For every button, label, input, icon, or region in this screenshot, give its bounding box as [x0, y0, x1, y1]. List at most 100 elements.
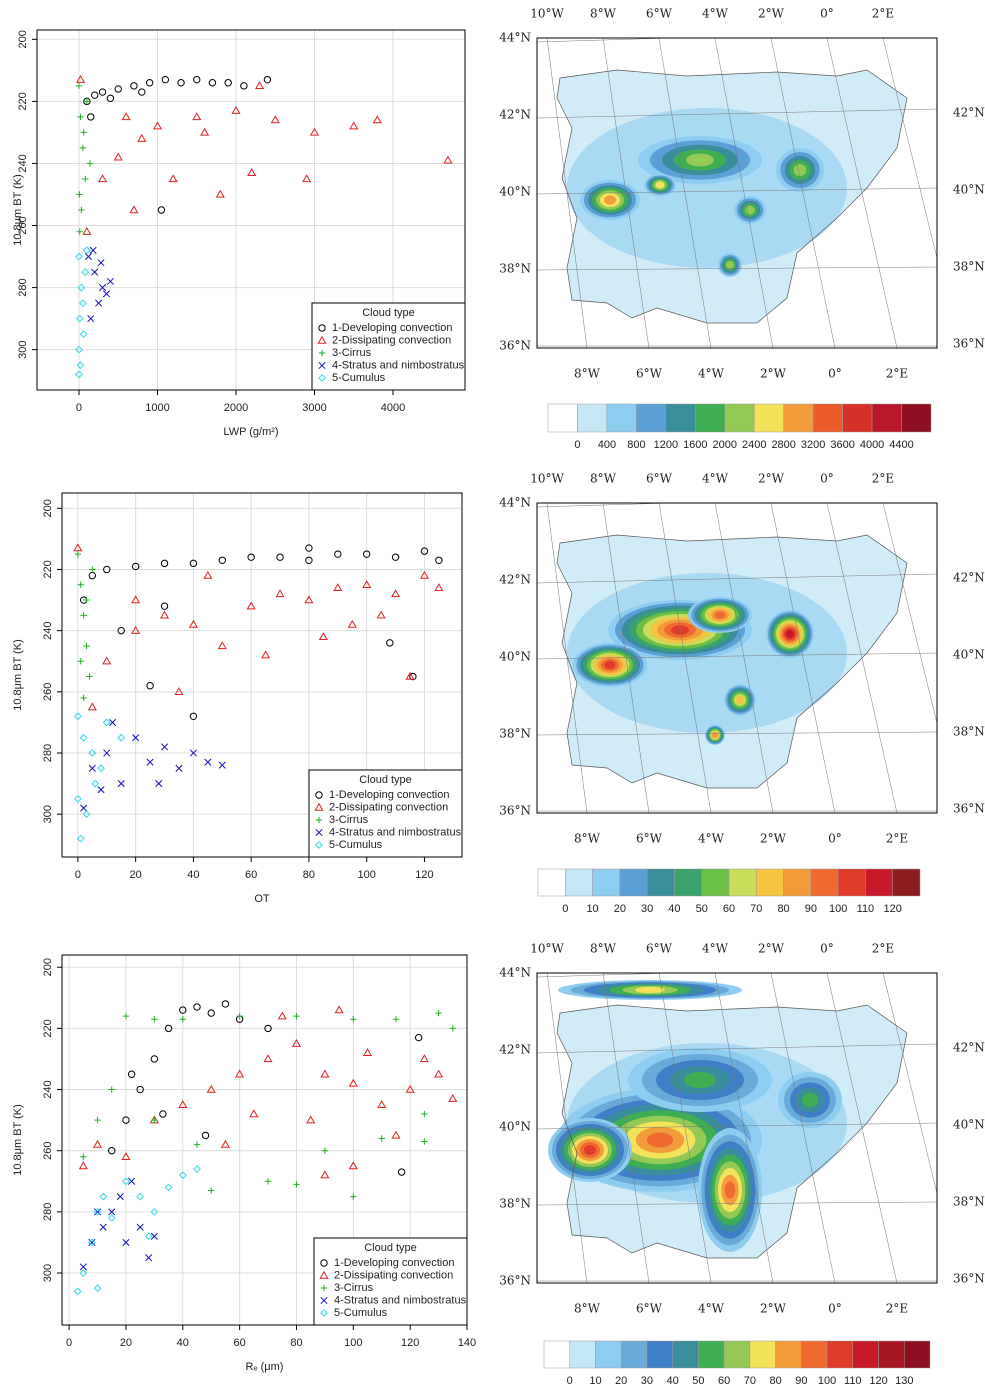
- x-tick-label: 4000: [381, 402, 405, 414]
- colorbar-tick-label: 90: [795, 1375, 807, 1387]
- x-tick-label: 0: [76, 402, 82, 414]
- point: [78, 1161, 88, 1170]
- lon-label: 4°W: [698, 832, 725, 846]
- point: [372, 115, 382, 124]
- point: [377, 1100, 387, 1109]
- point: [92, 1139, 103, 1148]
- point: [318, 632, 328, 640]
- point: [448, 1094, 458, 1102]
- legend-marker: [318, 349, 326, 357]
- colorbar-tick-label: 30: [641, 1375, 653, 1387]
- point: [88, 749, 97, 757]
- point: [320, 1170, 330, 1179]
- field-patch: [802, 1092, 818, 1108]
- x-tick-label: 40: [187, 869, 199, 881]
- point: [84, 252, 92, 261]
- graticule: [537, 187, 937, 195]
- point: [138, 88, 146, 96]
- graticule: [714, 38, 774, 348]
- lat-label: 36°N: [499, 804, 531, 818]
- point: [93, 1208, 102, 1216]
- colorbar-box: [865, 868, 893, 897]
- point: [275, 589, 285, 598]
- legend-label: 4-Stratus and nimbostratus: [334, 1294, 467, 1306]
- colorbar-tick-label: 120: [884, 903, 902, 915]
- point: [73, 1287, 82, 1296]
- point: [80, 694, 87, 702]
- point: [128, 1177, 136, 1185]
- point: [77, 283, 86, 292]
- point: [86, 673, 93, 680]
- legend-label: 5-Cumulus: [332, 372, 386, 384]
- lon-label: 2°W: [760, 1302, 787, 1316]
- point: [350, 1193, 357, 1200]
- point: [79, 1263, 87, 1271]
- graticule: [770, 503, 836, 813]
- lat-label: 44°N: [499, 496, 531, 510]
- point: [215, 189, 225, 198]
- point: [193, 1003, 201, 1011]
- graticule: [537, 573, 937, 584]
- point: [221, 1000, 230, 1008]
- graticule: [546, 973, 588, 1283]
- scatter-panel: 0 1000 2000 3000 4000 200 220 240 260 280 300 LWP (…: [12, 29, 466, 438]
- graticule: [537, 1201, 937, 1206]
- point: [305, 544, 313, 552]
- point: [220, 1139, 230, 1148]
- point: [246, 601, 256, 610]
- point: [208, 79, 217, 87]
- point: [102, 290, 111, 298]
- lat-label: 42°N: [499, 108, 531, 122]
- colorbar-box: [728, 868, 757, 897]
- lat-label: 42°N: [953, 1041, 985, 1055]
- point: [320, 1069, 330, 1078]
- point: [88, 764, 96, 772]
- colorbar-box: [606, 403, 637, 433]
- point: [362, 1048, 373, 1057]
- legend-marker: [320, 1259, 328, 1267]
- colorbar-box: [665, 403, 696, 433]
- point: [189, 749, 197, 757]
- point: [160, 559, 169, 568]
- legend-marker: [318, 374, 326, 382]
- point: [204, 758, 212, 766]
- point: [106, 94, 115, 102]
- legend-label: 5-Cumulus: [329, 839, 383, 851]
- field-patch: [714, 611, 726, 619]
- colorbar-box: [636, 403, 667, 433]
- lat-label: 42°N: [953, 571, 985, 585]
- x-tick-label: 3000: [302, 402, 326, 414]
- colorbar-box: [871, 403, 902, 433]
- point: [192, 112, 202, 121]
- point: [102, 656, 112, 665]
- point: [350, 1016, 357, 1023]
- y-tick-label: 260: [17, 216, 29, 234]
- colorbar-box: [837, 868, 866, 897]
- point: [91, 268, 99, 276]
- graticule: [826, 973, 898, 1283]
- point: [132, 734, 140, 742]
- point: [421, 1110, 428, 1118]
- colorbar-box: [698, 1340, 725, 1369]
- colorbar-tick-label: 60: [718, 1375, 730, 1387]
- point: [129, 205, 139, 214]
- point: [99, 1223, 107, 1231]
- field-patch: [584, 1145, 596, 1155]
- point: [264, 1178, 272, 1185]
- point: [174, 687, 184, 696]
- colorbar-tick-label: 2800: [771, 439, 795, 451]
- y-tick-label: 280: [42, 744, 54, 762]
- colorbar-box: [901, 403, 932, 433]
- point: [179, 1006, 187, 1014]
- y-tick-label: 220: [42, 1019, 54, 1037]
- point: [293, 1012, 300, 1020]
- x-tick-label: 120: [415, 869, 433, 881]
- graticule: [537, 1043, 937, 1054]
- lon-label: 0°: [828, 367, 842, 381]
- point: [321, 1147, 329, 1154]
- point: [263, 1054, 273, 1063]
- point: [127, 1070, 136, 1078]
- point: [164, 1024, 173, 1033]
- lat-label: 40°N: [499, 185, 531, 199]
- point: [218, 761, 226, 769]
